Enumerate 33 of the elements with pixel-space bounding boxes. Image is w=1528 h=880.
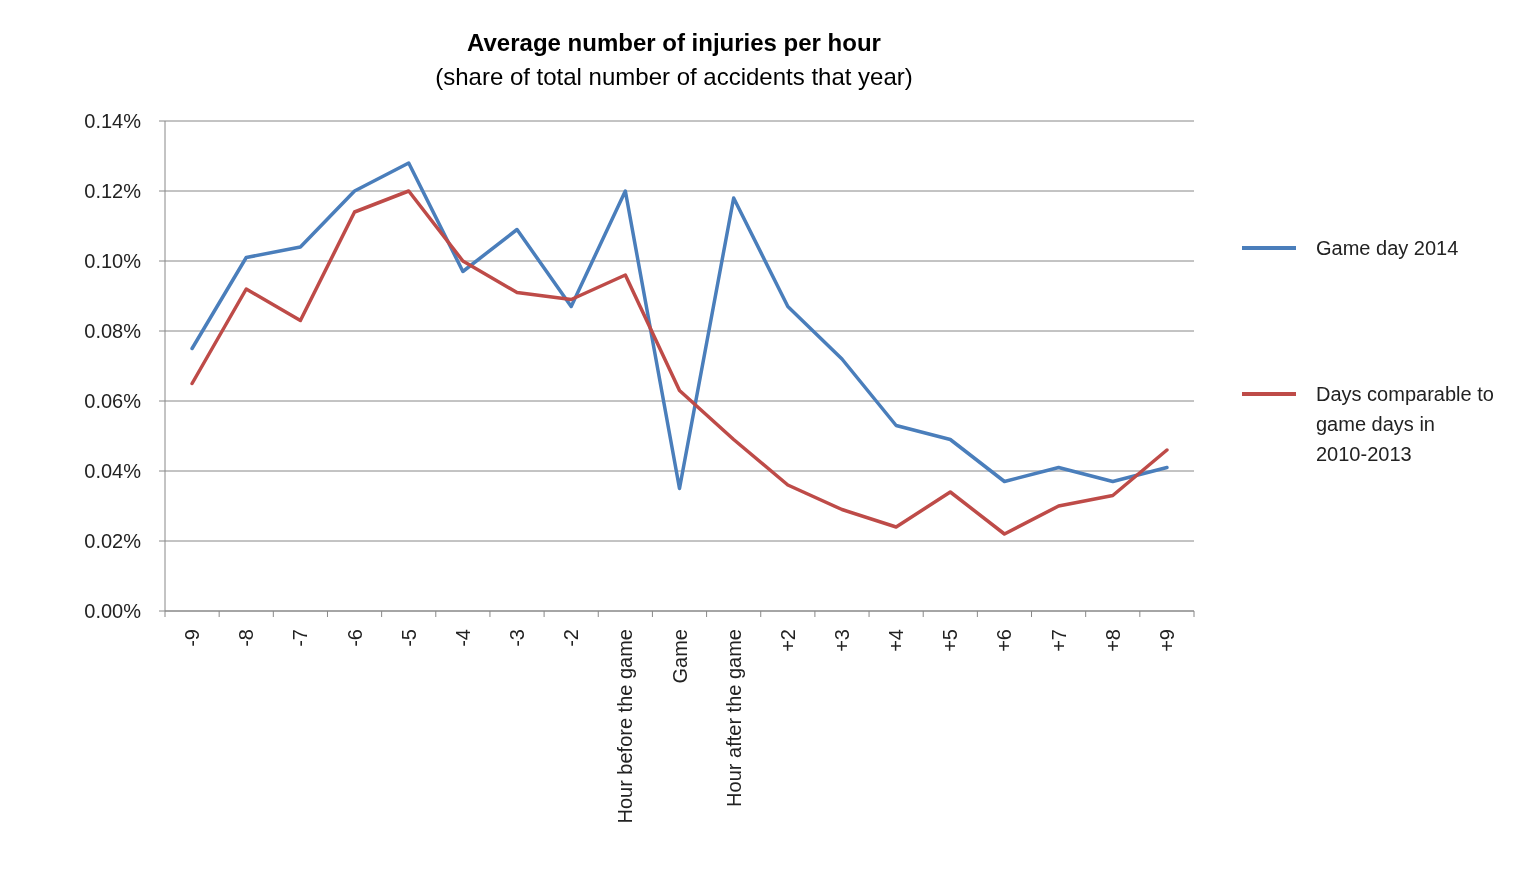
x-tick-label: +6 (993, 629, 1016, 652)
y-tick-label: 0.04% (84, 460, 142, 482)
x-tick-label: -8 (235, 629, 258, 647)
x-tick-label: +3 (830, 629, 853, 652)
legend-label: Days comparable to game days in 2010-2013 (1316, 383, 1494, 465)
line-series (190, 189, 1169, 536)
legend-label: Game day 2014 (1316, 237, 1459, 259)
x-tick-label: +8 (1101, 629, 1124, 652)
x-tick-label: +2 (776, 629, 799, 652)
x-tick-label: -4 (451, 629, 474, 647)
x-tick-label: -3 (506, 629, 529, 647)
y-tick-label: 0.14% (84, 110, 142, 132)
y-tick-label: 0.12% (84, 180, 142, 202)
x-tick-label: +7 (1047, 629, 1070, 652)
y-tick-label: 0.08% (84, 320, 142, 342)
x-tick-label: Hour after the game (722, 629, 745, 807)
x-tick-label: -5 (397, 629, 420, 647)
chart-subtitle: (share of total number of accidents that year) (435, 63, 913, 90)
chart-title: Average number of injuries per hour (467, 29, 881, 56)
y-tick-label: 0.06% (84, 390, 142, 412)
x-tick-label: -7 (289, 629, 312, 647)
x-tick-label: -9 (181, 629, 204, 647)
x-tick-label: +4 (885, 629, 908, 652)
x-tick-label: +9 (1155, 629, 1178, 652)
x-tick-label: -6 (343, 629, 366, 647)
y-tick-label: 0.10% (84, 250, 142, 272)
y-tick-label: 0.00% (84, 600, 142, 622)
x-tick-label: Game (668, 629, 691, 684)
line-series (190, 161, 1169, 491)
x-tick-label: -2 (560, 629, 583, 647)
x-tick-label: Hour before the game (614, 629, 637, 824)
y-tick-label: 0.02% (84, 530, 142, 552)
x-tick-label: +5 (939, 629, 962, 652)
